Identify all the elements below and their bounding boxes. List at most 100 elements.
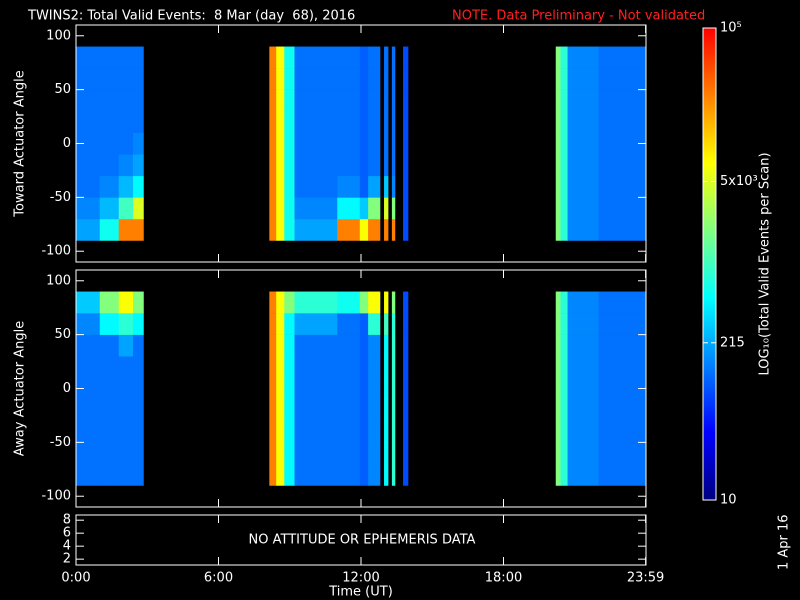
heatmap-cell bbox=[276, 463, 285, 486]
date-stamp: 1 Apr 16 bbox=[777, 514, 792, 570]
heatmap-cell bbox=[99, 356, 120, 379]
heatmap-cell bbox=[284, 399, 295, 422]
heatmap-cell bbox=[560, 356, 568, 379]
heatmap-cell bbox=[368, 420, 381, 443]
heatmap-cell bbox=[118, 377, 134, 400]
heatmap-cell bbox=[359, 463, 369, 486]
heatmap-cell bbox=[567, 89, 599, 112]
heatmap-cell bbox=[133, 334, 144, 357]
heatmap-cell bbox=[391, 46, 396, 69]
colorbar-title: LOG₁₀(Total Valid Events per Scan) bbox=[758, 152, 773, 375]
heatmap-cell bbox=[384, 313, 389, 335]
heatmap-cell bbox=[276, 313, 285, 335]
heatmap-cell bbox=[276, 89, 285, 112]
heatmap-cell bbox=[598, 420, 646, 443]
heatmap-cell bbox=[560, 399, 568, 422]
heatmap-cell bbox=[391, 68, 396, 90]
heatmap-cell bbox=[99, 463, 120, 486]
heatmap-cell bbox=[337, 154, 361, 177]
heatmap-cell bbox=[133, 175, 144, 198]
heatmap-cell bbox=[598, 291, 646, 314]
heatmap-cell bbox=[359, 154, 369, 177]
heatmap-cell bbox=[269, 291, 277, 314]
heatmap-cell bbox=[598, 356, 646, 379]
heatmap-cell bbox=[555, 89, 561, 112]
heatmap-cell bbox=[598, 175, 646, 198]
heatmap-cell bbox=[284, 197, 295, 220]
heatmap-cell bbox=[118, 420, 134, 443]
heatmap-cell bbox=[391, 175, 396, 198]
y-tick-label: 2 bbox=[63, 552, 71, 567]
y-tick-label: -100 bbox=[41, 489, 71, 504]
heatmap-cell bbox=[99, 399, 120, 422]
y-axis-title: Toward Actuator Angle bbox=[13, 70, 28, 217]
heatmap-cell bbox=[99, 377, 120, 400]
heatmap-cell bbox=[284, 356, 295, 379]
heatmap-cell bbox=[403, 46, 409, 69]
heatmap-cell bbox=[276, 46, 285, 69]
heatmap-cell bbox=[99, 154, 120, 177]
heatmap-cell bbox=[337, 463, 361, 486]
heatmap-cell bbox=[403, 111, 409, 134]
heatmap-cell bbox=[269, 89, 277, 112]
heatmap-cell bbox=[294, 175, 338, 198]
heatmap-cell bbox=[133, 399, 144, 422]
heatmap-cell bbox=[294, 420, 338, 443]
heatmap-cell bbox=[133, 132, 144, 155]
y-tick-label: 50 bbox=[54, 327, 71, 342]
heatmap-cell bbox=[337, 132, 361, 155]
heatmap-cell bbox=[384, 154, 389, 177]
heatmap-cell bbox=[403, 89, 409, 112]
heatmap-cell bbox=[337, 377, 361, 400]
heatmap-cell bbox=[359, 132, 369, 155]
heatmap-cell bbox=[368, 197, 381, 220]
heatmap-cell bbox=[118, 175, 134, 198]
heatmap-cell bbox=[276, 399, 285, 422]
heatmap-cell bbox=[269, 442, 277, 465]
heatmap-cell bbox=[384, 442, 389, 465]
heatmap-cell bbox=[391, 334, 396, 357]
heatmap-cell bbox=[337, 420, 361, 443]
heatmap-cell bbox=[359, 89, 369, 112]
heatmap-cell bbox=[294, 197, 338, 220]
heatmap-cell bbox=[359, 218, 369, 241]
heatmap-cell bbox=[284, 68, 295, 90]
y-axis-title: Away Actuator Angle bbox=[13, 321, 28, 456]
heatmap-cell bbox=[567, 132, 599, 155]
heatmap-cell bbox=[76, 420, 101, 443]
heatmap-cell bbox=[133, 154, 144, 177]
heatmap-cell bbox=[555, 420, 561, 443]
heatmap-cell bbox=[276, 334, 285, 357]
heatmap-cell bbox=[403, 175, 409, 198]
heatmap-cell bbox=[598, 68, 646, 90]
heatmap-cell bbox=[294, 334, 338, 357]
heatmap-cell bbox=[560, 89, 568, 112]
heatmap-cell bbox=[284, 463, 295, 486]
heatmap-cell bbox=[133, 463, 144, 486]
heatmap-cell bbox=[284, 377, 295, 400]
heatmap-cell bbox=[368, 46, 381, 69]
heatmap-cell bbox=[133, 313, 144, 335]
heatmap-cell bbox=[391, 89, 396, 112]
heatmap-cell bbox=[598, 334, 646, 357]
heatmap-cell bbox=[276, 377, 285, 400]
heatmap-cell bbox=[337, 46, 361, 69]
heatmap-cell bbox=[598, 111, 646, 134]
heatmap-cell bbox=[359, 197, 369, 220]
heatmap-cell bbox=[133, 377, 144, 400]
x-axis-title: Time (UT) bbox=[328, 585, 393, 600]
x-tick-label: 0:00 bbox=[61, 571, 90, 586]
heatmap-cell bbox=[337, 175, 361, 198]
heatmap-cell bbox=[284, 218, 295, 241]
heatmap-cell bbox=[294, 442, 338, 465]
heatmap-cell bbox=[567, 197, 599, 220]
heatmap-cell bbox=[403, 132, 409, 155]
heatmap-cell bbox=[560, 46, 568, 69]
heatmap-cell bbox=[384, 197, 389, 220]
title: TWINS2: Total Valid Events: 8 Mar (day 6… bbox=[27, 9, 355, 24]
heatmap-cell bbox=[337, 89, 361, 112]
heatmap-cell bbox=[384, 377, 389, 400]
heatmap-cell bbox=[118, 197, 134, 220]
